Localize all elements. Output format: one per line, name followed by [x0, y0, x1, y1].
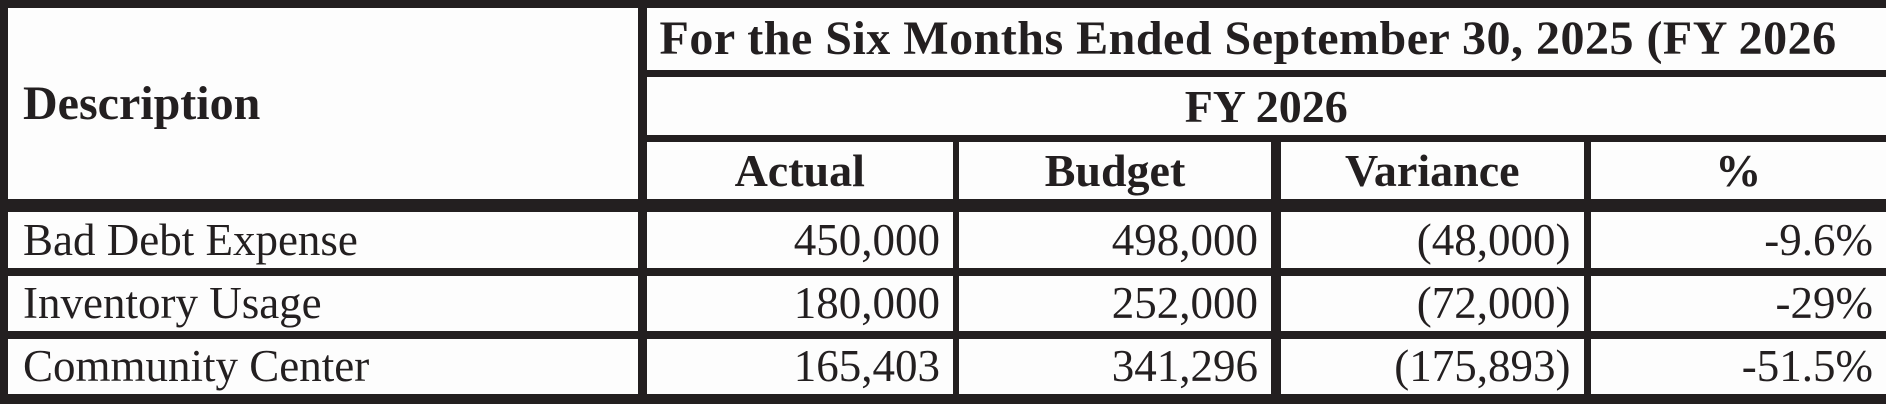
- fiscal-year-row: FY 2026: [4, 73, 1886, 143]
- cell-variance: (48,000): [1276, 205, 1591, 276]
- cell-actual: 450,000: [642, 205, 959, 276]
- column-header-budget: Budget: [956, 138, 1281, 213]
- cell-percent: -29%: [1587, 271, 1886, 339]
- cell-actual: 180,000: [642, 271, 959, 339]
- cell-percent: -51.5%: [1587, 334, 1886, 404]
- table-title: For the Six Months Ended September 30, 2…: [642, 4, 1886, 77]
- cell-variance: (72,000): [1276, 271, 1591, 339]
- table-row-bad-debt-expense: Bad Debt Expense 450,000 498,000 (48,000…: [4, 205, 1886, 276]
- column-header-percent: %: [1587, 138, 1886, 213]
- table-title-row: Description For the Six Months Ended Sep…: [4, 4, 1886, 213]
- cell-description: Inventory Usage: [4, 271, 647, 339]
- cell-description: Community Center: [4, 334, 647, 404]
- description-column-header: Description: [4, 4, 647, 213]
- cell-budget: 252,000: [956, 271, 1281, 339]
- cell-percent: -9.6%: [1587, 205, 1886, 276]
- table-row-community-center: Community Center 165,403 341,296 (175,89…: [4, 334, 1886, 404]
- cell-budget: 341,296: [956, 334, 1281, 404]
- table-row-inventory-usage: Inventory Usage 180,000 252,000 (72,000)…: [4, 271, 1886, 339]
- column-header-actual: Actual: [642, 138, 959, 213]
- column-header-row: Actual Budget Variance %: [4, 138, 1886, 213]
- cell-description: Bad Debt Expense: [4, 205, 647, 276]
- cell-actual: 165,403: [642, 334, 959, 404]
- column-header-variance: Variance: [1276, 138, 1591, 213]
- fiscal-year-header: FY 2026: [642, 73, 1886, 143]
- cell-budget: 498,000: [956, 205, 1281, 276]
- cell-variance: (175,893): [1276, 334, 1591, 404]
